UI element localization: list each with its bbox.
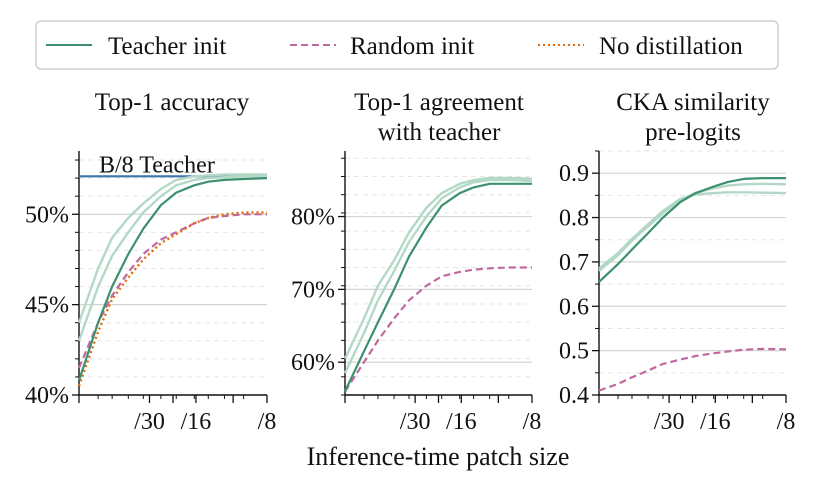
x-tick-label: /16 [181, 409, 212, 435]
legend-frame [35, 20, 779, 70]
panel-top1-agreement: Top-1 agreement with teacher 60% 70% 80% /30 /… [291, 89, 541, 435]
y-tick-label: 70% [291, 277, 335, 303]
panel-title-line: Top-1 agreement [354, 89, 524, 116]
series-line-teacher-init [77, 177, 268, 381]
x-tick-label: /30 [134, 409, 165, 435]
legend-label-teacher-init: Teacher init [108, 33, 226, 60]
series-line-random-init [344, 266, 532, 392]
y-tick-label: 45% [25, 293, 69, 319]
reference-line-label: B/8 Teacher [99, 152, 215, 178]
panel-top1-accuracy: Top-1 accuracy 40% 45% 50% /30/16/8 B/8 Teach… [25, 89, 276, 435]
panel-title-line: with teacher [378, 119, 502, 146]
legend-item-no-distillation: No distillation [538, 33, 743, 60]
x-tick-label: /8 [523, 409, 542, 435]
panel-cka-similarity: CKA similarity pre-logits 0.4 0.5 0.6 0.7 0.8 0… [559, 89, 795, 435]
y-tick-label: 0.8 [559, 206, 589, 232]
y-tick-label: 0.7 [559, 250, 589, 276]
series-line-teacher-init-variant-1 [343, 178, 533, 374]
series-line-no-distillation [77, 211, 267, 387]
series-line-teacher-init-variant-2 [343, 176, 533, 360]
x-tick-label: /30 [654, 409, 685, 435]
x-axis-label: Inference-time patch size [307, 442, 570, 471]
legend-label-no-distillation: No distillation [599, 33, 743, 60]
y-tick-label: 0.6 [559, 294, 589, 320]
legend-item-random-init: Random init [290, 33, 474, 60]
y-tick-label: 0.9 [559, 161, 589, 187]
y-tick-label: 0.4 [559, 383, 589, 409]
y-tick-label: 0.5 [559, 339, 589, 365]
series-line-teacher-init-variant-1 [77, 175, 267, 342]
x-tick-label: /8 [258, 409, 277, 435]
series-line-teacher-init [598, 177, 786, 283]
series-line-teacher-init-variant-2 [77, 173, 267, 324]
legend-label-random-init: Random init [350, 33, 474, 60]
series-line-teacher-init-variant-1 [598, 182, 787, 272]
x-tick-label: /16 [446, 409, 477, 435]
legend: Teacher init Random init No distillation [35, 20, 779, 70]
x-tick-label: /8 [777, 409, 796, 435]
x-tick-label: /30 [400, 409, 431, 435]
y-tick-label: 40% [25, 383, 69, 409]
panel-title-line: CKA similarity [616, 89, 770, 116]
series-line-teacher-init-variant-2 [598, 191, 787, 270]
x-tick-label: /16 [700, 409, 731, 435]
y-tick-label: 60% [291, 350, 335, 376]
y-tick-label: 80% [291, 205, 335, 231]
panel-title-line: Top-1 accuracy [95, 89, 250, 116]
legend-item-teacher-init: Teacher init [46, 33, 226, 60]
panel-title-line: pre-logits [645, 119, 741, 146]
y-tick-label: 50% [25, 202, 69, 228]
series-line-teacher-init [344, 182, 532, 392]
series-line-random-init [77, 213, 267, 369]
series-line-random-init [598, 347, 787, 392]
